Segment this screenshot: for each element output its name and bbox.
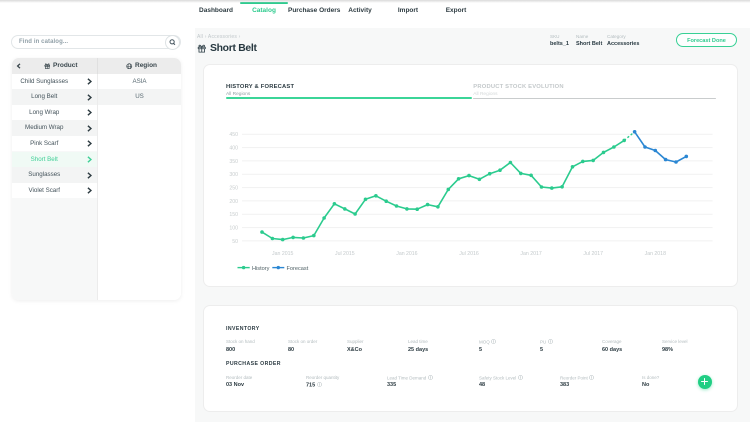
svg-text:Jul 2016: Jul 2016 — [459, 251, 479, 257]
svg-text:Jul 2017: Jul 2017 — [583, 251, 603, 257]
svg-text:400: 400 — [229, 146, 238, 152]
svg-text:100: 100 — [229, 226, 238, 232]
svg-text:Jan 2016: Jan 2016 — [396, 251, 417, 257]
svg-text:250: 250 — [229, 186, 238, 192]
svg-text:Jan 2017: Jan 2017 — [520, 251, 541, 257]
svg-text:Jul 2015: Jul 2015 — [335, 251, 355, 257]
svg-text:150: 150 — [229, 212, 238, 218]
svg-text:200: 200 — [229, 199, 238, 205]
svg-text:50: 50 — [232, 239, 238, 245]
svg-text:Jan 2018: Jan 2018 — [645, 251, 666, 257]
svg-text:Forecast: Forecast — [287, 266, 309, 272]
svg-text:History: History — [252, 266, 270, 272]
svg-text:350: 350 — [229, 159, 238, 165]
svg-text:450: 450 — [229, 132, 238, 138]
svg-text:Jan 2015: Jan 2015 — [272, 251, 293, 257]
svg-text:300: 300 — [229, 172, 238, 178]
